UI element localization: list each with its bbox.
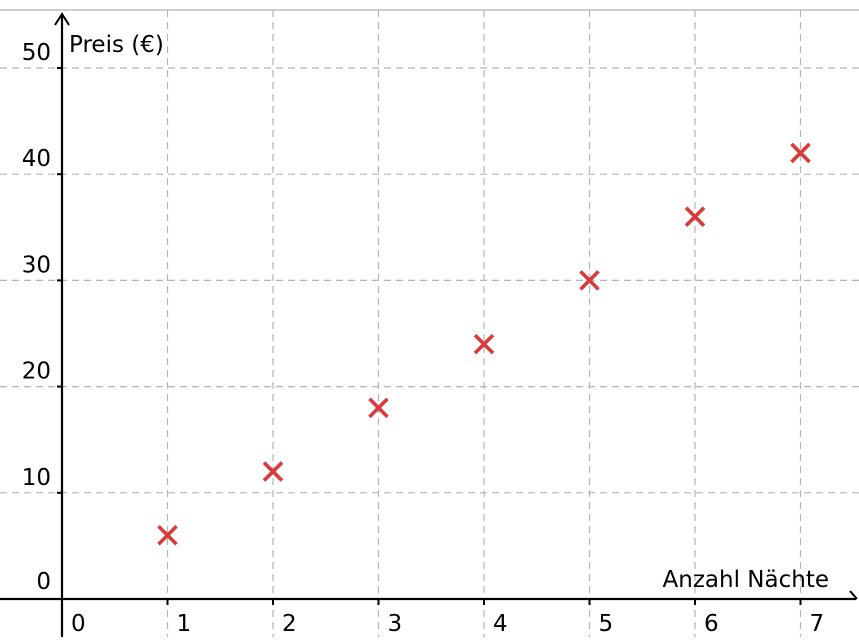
y-tick-label: 10: [22, 465, 51, 491]
data-point: [157, 525, 178, 546]
grid: [0, 9, 859, 637]
data-point: [473, 333, 495, 355]
y-tick-label: 20: [22, 359, 51, 385]
x-tick-label: 4: [493, 611, 508, 637]
data-point: [262, 461, 284, 482]
data-point: [579, 270, 600, 291]
data-point: [790, 142, 811, 164]
x-tick-label: 3: [388, 611, 403, 637]
x-axis-arrow: [849, 590, 858, 600]
x-tick-label: 7: [810, 611, 825, 637]
y-tick-label: 0: [36, 569, 51, 595]
y-tick-label: 40: [22, 146, 51, 172]
data-point: [684, 206, 706, 227]
x-tick-label: 0: [71, 611, 86, 637]
data-points: [157, 142, 811, 546]
y-axis-arrow: [54, 12, 70, 26]
x-tick-label: 6: [704, 611, 719, 637]
x-axis-title: Anzahl Nächte: [663, 567, 829, 593]
axes: [0, 12, 858, 637]
x-tick-label: 5: [599, 611, 614, 637]
data-point: [368, 397, 389, 419]
x-tick-label: 1: [177, 611, 192, 637]
tick-labels: 0 1 2 3 4 5 6 7 0 10 20 30 40 50: [22, 40, 824, 637]
y-tick-label: 50: [22, 40, 51, 66]
x-tick-label: 2: [282, 611, 297, 637]
y-axis-title: Preis (€): [69, 32, 164, 58]
y-tick-label: 30: [22, 252, 51, 278]
